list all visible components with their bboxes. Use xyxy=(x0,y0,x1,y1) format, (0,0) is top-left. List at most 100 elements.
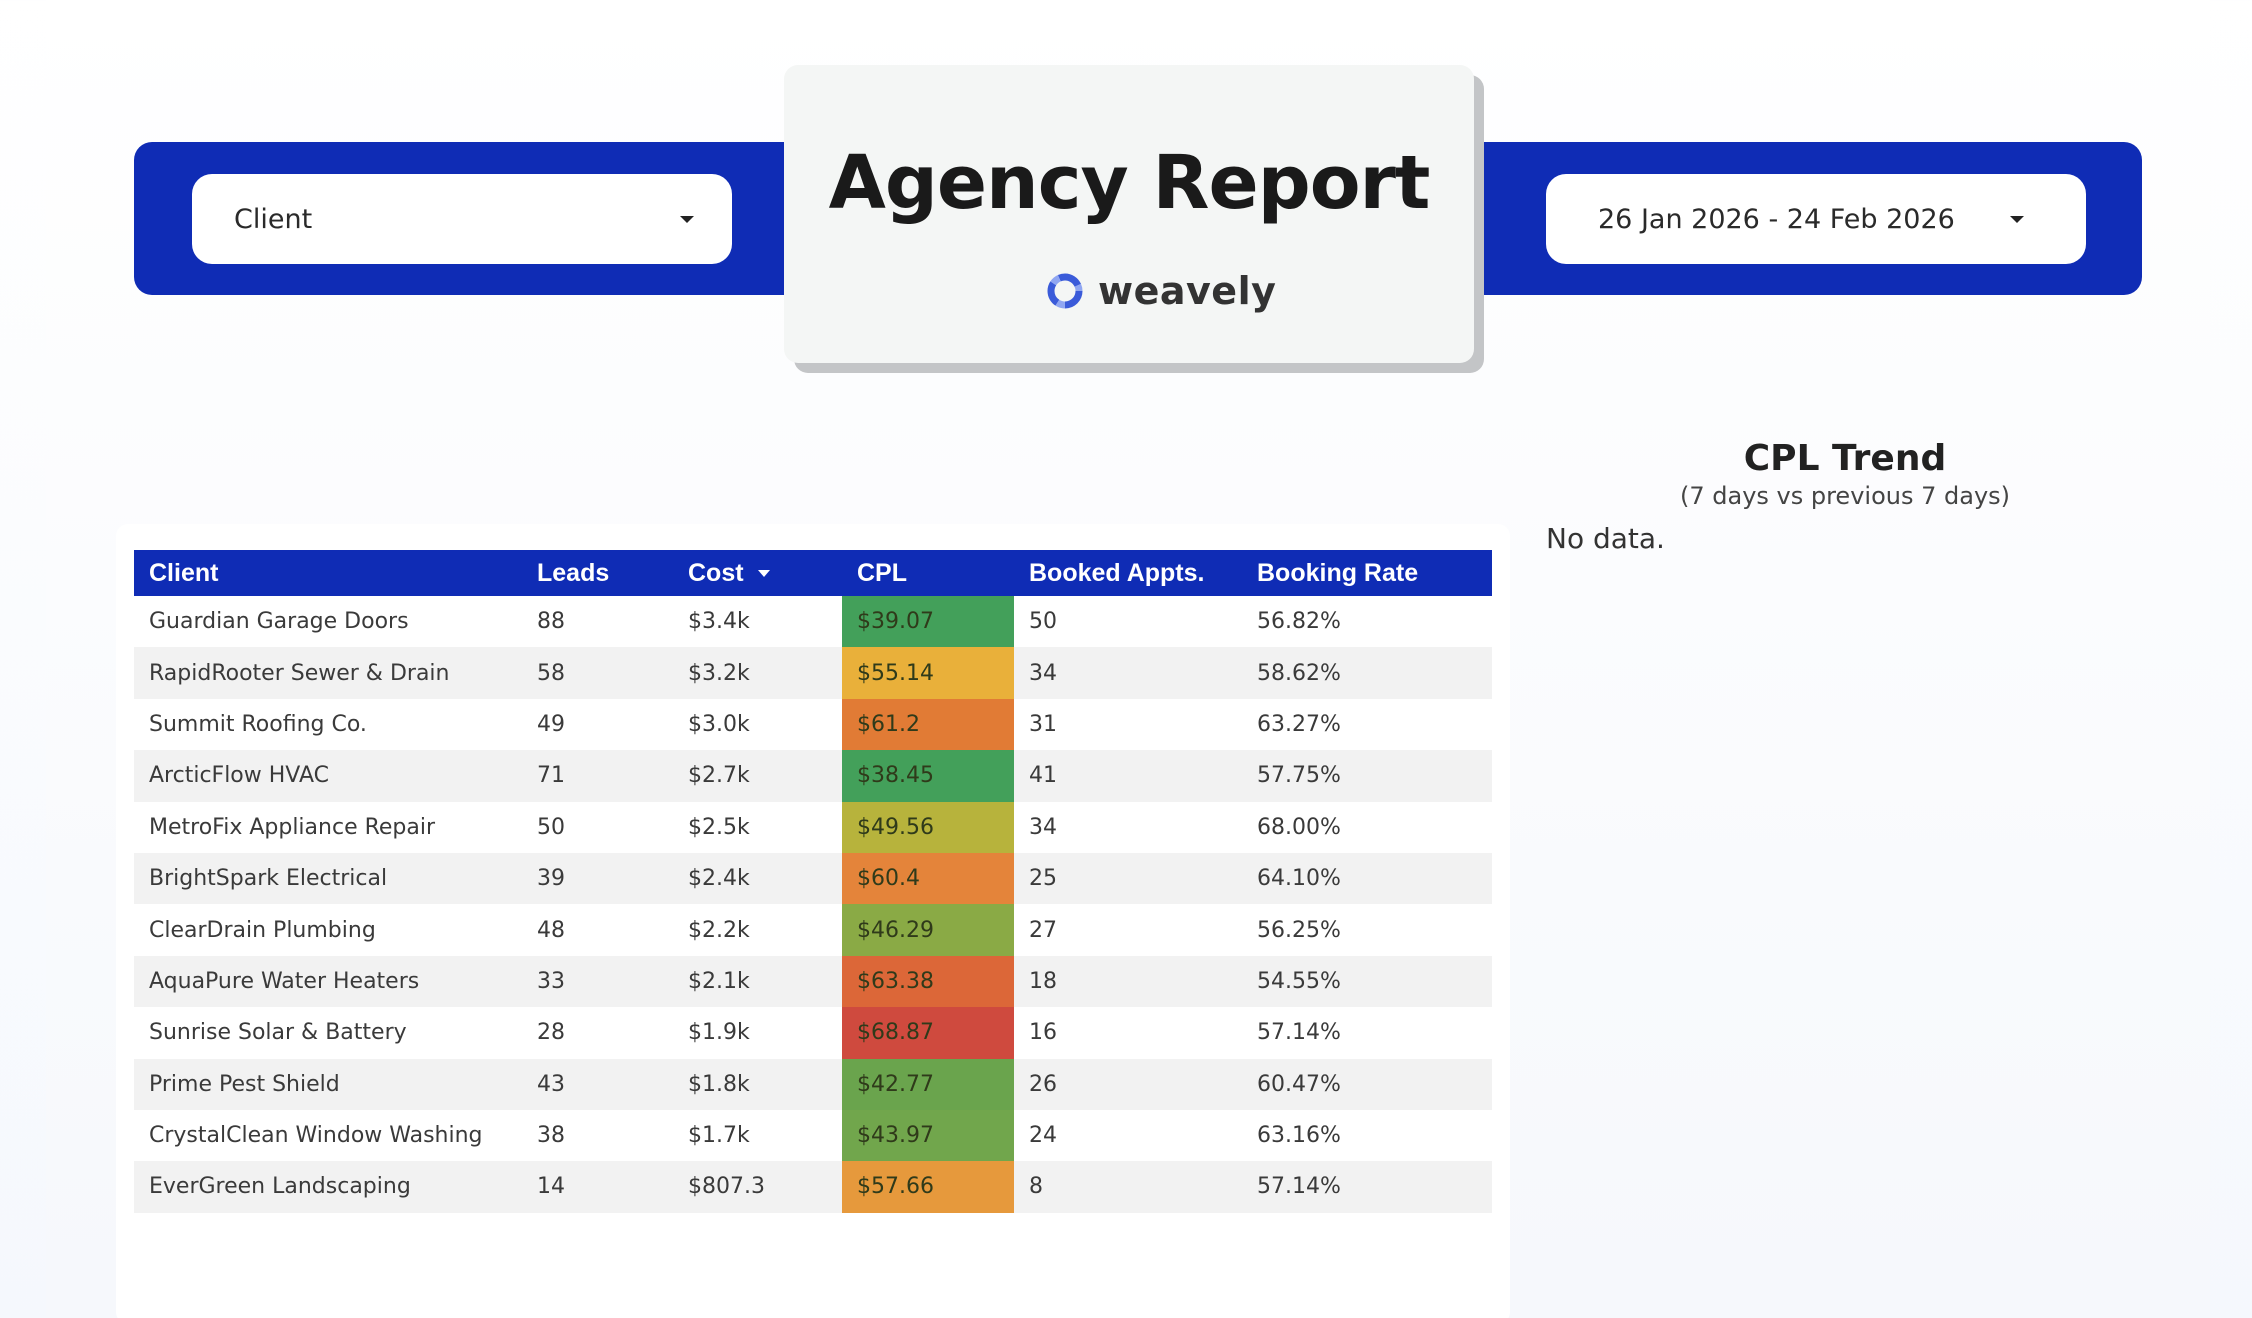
title-card: Agency Report xyxy=(784,65,1474,363)
cell-booked-appts: 16 xyxy=(1029,1020,1057,1046)
cell-cost: $1.7k xyxy=(688,1123,750,1149)
cell-booking-rate: 63.16% xyxy=(1257,1123,1341,1149)
cell-booking-rate: 58.62% xyxy=(1242,647,1492,699)
cell-leads: 43 xyxy=(522,1058,673,1110)
table-row[interactable]: Guardian Garage Doors 88 $3.4k $39.07 50 56.8… xyxy=(134,596,1492,648)
cell-booking-rate: 54.55% xyxy=(1242,955,1492,1008)
cell-cpl: $61.2 xyxy=(842,698,1014,751)
cell-cost: $3.0k xyxy=(688,711,750,737)
cell-leads: 88 xyxy=(537,609,565,635)
cell-client: AquaPure Water Heaters xyxy=(134,955,522,1008)
client-filter-label: Client xyxy=(234,203,313,235)
column-header-client[interactable]: Client xyxy=(134,550,522,596)
cell-client: Prime Pest Shield xyxy=(134,1058,522,1110)
cell-cost: $2.5k xyxy=(688,814,750,840)
table-row[interactable]: RapidRooter Sewer & Drain 58 $3.2k $55.14 34… xyxy=(134,647,1492,699)
cell-booked-appts: 24 xyxy=(1029,1123,1057,1149)
cell-cpl: $60.4 xyxy=(842,852,1014,905)
cell-booked-appts: 26 xyxy=(1014,1058,1242,1110)
cell-cost: $2.4k xyxy=(673,852,842,905)
column-header-leads[interactable]: Leads xyxy=(522,550,673,596)
cell-client: Summit Roofing Co. xyxy=(149,711,367,737)
sort-desc-icon xyxy=(757,570,770,578)
table-row[interactable]: ArcticFlow HVAC 71 $2.7k $38.45 41 57.75% xyxy=(134,750,1492,802)
cell-cost: $2.7k xyxy=(673,750,842,802)
cell-booking-rate: 57.14% xyxy=(1242,1161,1492,1213)
cell-booking-rate: 57.75% xyxy=(1242,750,1492,802)
cell-booked-appts: 31 xyxy=(1029,711,1057,737)
cell-cpl: $57.66 xyxy=(842,1161,1014,1213)
table-header-row: Client Leads Cost CPL Booked Appts. Book… xyxy=(134,550,1492,596)
cell-cost: $3.2k xyxy=(673,647,842,699)
cell-cpl: $46.29 xyxy=(842,904,1014,956)
date-range-label: 26 Jan 2026 - 24 Feb 2026 xyxy=(1598,203,1955,235)
cell-booking-rate: 60.47% xyxy=(1242,1058,1492,1110)
cell-client: RapidRooter Sewer & Drain xyxy=(134,647,522,699)
cell-cost: $1.9k xyxy=(688,1020,750,1046)
table-row[interactable]: AquaPure Water Heaters 33 $2.1k $63.38 18 54.… xyxy=(134,955,1492,1008)
cell-booked-appts: 41 xyxy=(1014,750,1242,802)
cell-cost: $2.1k xyxy=(673,955,842,1008)
cell-cost: $807.3 xyxy=(673,1161,842,1213)
date-range-dropdown[interactable]: 26 Jan 2026 - 24 Feb 2026 xyxy=(1546,174,2086,264)
table-row[interactable]: BrightSpark Electrical 39 $2.4k $60.4 25 64.1… xyxy=(134,852,1492,905)
cell-client: CrystalClean Window Washing xyxy=(149,1123,483,1149)
cell-client: ClearDrain Plumbing xyxy=(149,917,376,943)
column-header-booked-appts[interactable]: Booked Appts. xyxy=(1014,550,1242,596)
cell-booking-rate: 56.82% xyxy=(1257,609,1341,635)
chevron-down-icon xyxy=(680,215,694,223)
cell-booking-rate: 63.27% xyxy=(1257,711,1341,737)
cell-booking-rate: 56.25% xyxy=(1257,917,1341,943)
client-performance-table: Client Leads Cost CPL Booked Appts. Book… xyxy=(134,550,1492,1213)
cell-cpl: $49.56 xyxy=(842,801,1014,853)
cell-client: Guardian Garage Doors xyxy=(149,609,409,635)
cell-leads: 49 xyxy=(537,711,565,737)
cell-booked-appts: 34 xyxy=(1014,647,1242,699)
cell-booking-rate: 68.00% xyxy=(1257,814,1341,840)
cell-cost: $2.2k xyxy=(688,917,750,943)
table-row[interactable]: Prime Pest Shield 43 $1.8k $42.77 26 60.47% xyxy=(134,1058,1492,1110)
cell-cpl: $42.77 xyxy=(842,1058,1014,1110)
brand-name: weavely xyxy=(1098,269,1277,313)
cell-leads: 14 xyxy=(522,1161,673,1213)
weavely-logo-icon xyxy=(1047,273,1083,309)
cell-leads: 58 xyxy=(522,647,673,699)
table-row[interactable]: ClearDrain Plumbing 48 $2.2k $46.29 27 56.25% xyxy=(134,904,1492,956)
cell-cpl: $39.07 xyxy=(842,596,1014,648)
cell-booked-appts: 25 xyxy=(1014,852,1242,905)
cpl-trend-subtitle: (7 days vs previous 7 days) xyxy=(1679,482,2011,510)
cell-client: BrightSpark Electrical xyxy=(134,852,522,905)
page-title: Agency Report xyxy=(828,140,1431,226)
cell-leads: 71 xyxy=(522,750,673,802)
cell-leads: 33 xyxy=(522,955,673,1008)
cell-leads: 50 xyxy=(537,814,565,840)
cell-booked-appts: 18 xyxy=(1014,955,1242,1008)
cell-cpl: $43.97 xyxy=(842,1109,1014,1162)
column-header-cost[interactable]: Cost xyxy=(673,550,842,596)
cell-cpl: $55.14 xyxy=(842,647,1014,699)
cell-booking-rate: 57.14% xyxy=(1257,1020,1341,1046)
cell-booked-appts: 50 xyxy=(1029,609,1057,635)
cell-booked-appts: 27 xyxy=(1029,917,1057,943)
column-header-booking-rate[interactable]: Booking Rate xyxy=(1242,550,1492,596)
column-header-cpl[interactable]: CPL xyxy=(842,550,1014,596)
table-row[interactable]: Sunrise Solar & Battery 28 $1.9k $68.87 16 57… xyxy=(134,1007,1492,1059)
table-row[interactable]: CrystalClean Window Washing 38 $1.7k $43.97… xyxy=(134,1109,1492,1162)
chevron-down-icon xyxy=(2010,215,2024,223)
cell-client: Sunrise Solar & Battery xyxy=(149,1020,407,1046)
no-data-message: No data. xyxy=(1546,522,1665,555)
table-row[interactable]: Summit Roofing Co. 49 $3.0k $61.2 31 63.27% xyxy=(134,698,1492,751)
cell-booked-appts: 8 xyxy=(1014,1161,1242,1213)
cell-client: MetroFix Appliance Repair xyxy=(149,814,436,840)
cell-leads: 39 xyxy=(522,852,673,905)
cell-client: EverGreen Landscaping xyxy=(134,1161,522,1213)
cell-client: ArcticFlow HVAC xyxy=(134,750,522,802)
client-filter-dropdown[interactable]: Client xyxy=(192,174,732,264)
cell-leads: 48 xyxy=(537,917,565,943)
cpl-trend-title: CPL Trend xyxy=(1743,438,1947,479)
cell-booked-appts: 34 xyxy=(1029,814,1057,840)
cell-cost: $1.8k xyxy=(673,1058,842,1110)
cell-booking-rate: 64.10% xyxy=(1242,852,1492,905)
table-row[interactable]: MetroFix Appliance Repair 50 $2.5k $49.56 34… xyxy=(134,801,1492,853)
table-row[interactable]: EverGreen Landscaping 14 $807.3 $57.66 8 57.1… xyxy=(134,1161,1492,1213)
